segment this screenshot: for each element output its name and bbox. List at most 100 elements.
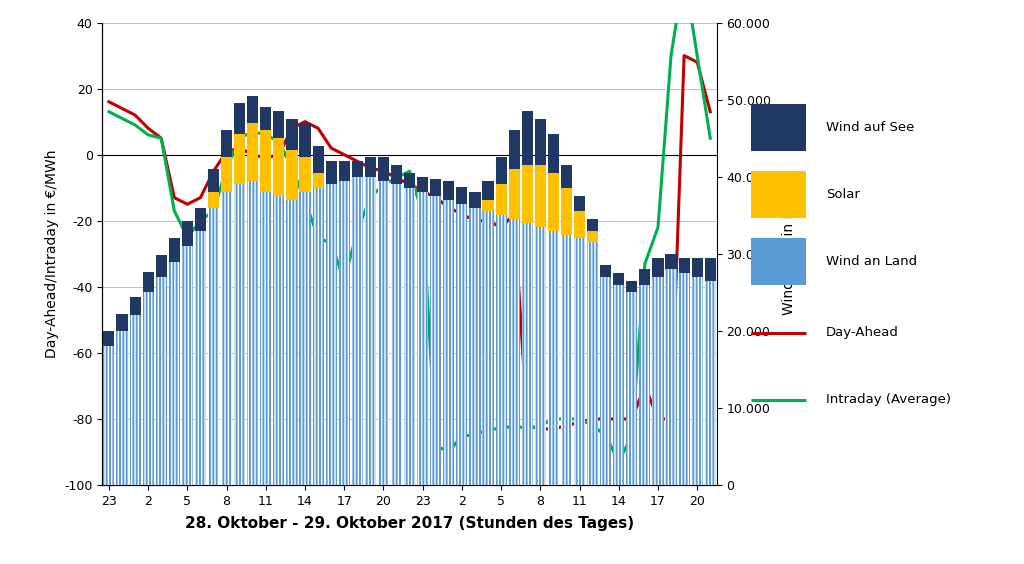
Bar: [613, 285, 625, 485]
Bar: [587, 243, 598, 485]
Bar: [299, 123, 310, 157]
Bar: [705, 258, 716, 281]
Bar: [129, 315, 140, 485]
Bar: [535, 227, 546, 485]
Y-axis label: Wind/Solar in MW: Wind/Solar in MW: [781, 193, 796, 315]
Bar: [443, 200, 455, 485]
Bar: [378, 157, 389, 180]
Bar: [326, 184, 337, 485]
Bar: [352, 177, 362, 485]
Bar: [457, 204, 467, 485]
Bar: [404, 188, 415, 485]
Bar: [691, 277, 702, 485]
Bar: [509, 130, 520, 169]
Bar: [691, 258, 702, 277]
Bar: [482, 212, 494, 485]
Bar: [417, 177, 428, 192]
Bar: [457, 204, 467, 485]
Bar: [103, 331, 115, 346]
Bar: [666, 269, 677, 485]
Bar: [652, 277, 664, 485]
Bar: [496, 215, 507, 485]
Bar: [195, 208, 206, 231]
Bar: [496, 157, 507, 184]
Bar: [208, 169, 219, 192]
Bar: [548, 231, 559, 485]
Bar: [535, 165, 546, 227]
Bar: [247, 96, 258, 123]
Bar: [117, 331, 128, 485]
Bar: [378, 180, 389, 485]
Bar: [260, 192, 271, 485]
Bar: [587, 219, 598, 231]
Bar: [260, 192, 271, 485]
Bar: [509, 219, 520, 485]
Bar: [482, 212, 494, 485]
Bar: [548, 173, 559, 231]
Bar: [417, 192, 428, 485]
Bar: [273, 196, 285, 485]
Bar: [496, 215, 507, 485]
Bar: [169, 262, 180, 485]
Bar: [156, 277, 167, 485]
Bar: [273, 138, 285, 196]
Bar: [208, 208, 219, 485]
Bar: [404, 173, 415, 188]
Bar: [247, 123, 258, 180]
Bar: [287, 200, 298, 485]
Bar: [156, 255, 167, 277]
Bar: [457, 187, 467, 204]
Bar: [129, 315, 140, 485]
Bar: [430, 196, 441, 485]
Bar: [195, 231, 206, 485]
Bar: [287, 200, 298, 485]
Text: Wind auf See: Wind auf See: [825, 121, 914, 134]
Bar: [509, 169, 520, 219]
Bar: [312, 146, 324, 173]
Bar: [443, 200, 455, 485]
Bar: [195, 231, 206, 485]
Bar: [234, 104, 245, 134]
Bar: [142, 292, 154, 485]
Bar: [548, 231, 559, 485]
Bar: [679, 273, 690, 485]
Bar: [312, 188, 324, 485]
Bar: [129, 297, 140, 315]
Bar: [326, 184, 337, 485]
Text: Intraday (Average): Intraday (Average): [825, 393, 950, 407]
Bar: [469, 208, 480, 485]
Bar: [352, 177, 362, 485]
Bar: [521, 223, 532, 485]
Bar: [287, 150, 298, 200]
Bar: [117, 331, 128, 485]
Bar: [600, 266, 611, 277]
Bar: [142, 272, 154, 292]
Bar: [234, 184, 245, 485]
Bar: [613, 285, 625, 485]
Bar: [587, 243, 598, 485]
X-axis label: 28. Oktober - 29. Oktober 2017 (Stunden des Tages): 28. Oktober - 29. Oktober 2017 (Stunden …: [185, 516, 634, 531]
Bar: [469, 192, 480, 208]
Bar: [142, 292, 154, 485]
Bar: [169, 239, 180, 262]
Bar: [260, 130, 271, 192]
Bar: [574, 239, 585, 485]
Bar: [234, 134, 245, 184]
Bar: [117, 314, 128, 331]
Bar: [535, 119, 546, 165]
Bar: [391, 184, 402, 485]
Bar: [430, 196, 441, 485]
Y-axis label: Day-Ahead/Intraday in €/MWh: Day-Ahead/Intraday in €/MWh: [45, 149, 58, 358]
Bar: [208, 208, 219, 485]
Bar: [705, 281, 716, 485]
Bar: [482, 200, 494, 212]
Bar: [521, 111, 532, 165]
Bar: [365, 177, 376, 485]
Bar: [299, 157, 310, 192]
FancyBboxPatch shape: [751, 171, 807, 218]
Bar: [103, 346, 115, 485]
Bar: [574, 239, 585, 485]
Bar: [378, 180, 389, 485]
Bar: [312, 173, 324, 188]
Bar: [652, 258, 664, 277]
